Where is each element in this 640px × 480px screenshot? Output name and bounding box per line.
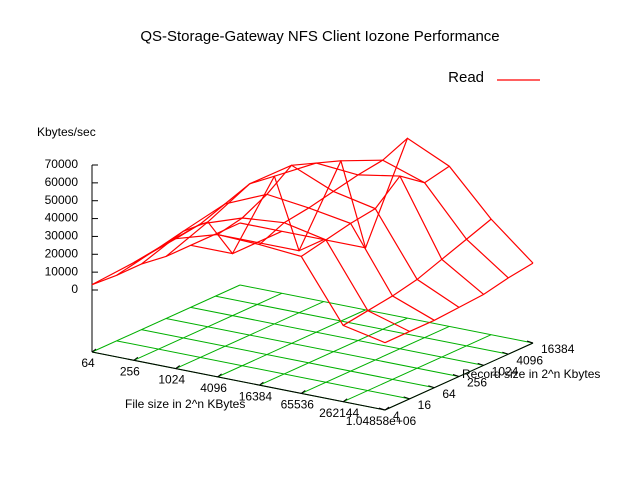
x-tick xyxy=(384,406,390,411)
surface-column xyxy=(91,222,241,286)
surface-column xyxy=(384,262,534,344)
z-tick-label: 10000 xyxy=(45,264,79,278)
legend-label: Read xyxy=(448,69,484,86)
x-tick-label: 65536 xyxy=(281,398,315,412)
y-tick-label: 16 xyxy=(418,398,432,412)
surface-column xyxy=(300,165,450,257)
y-tick-label: 64 xyxy=(442,387,456,401)
y-axis-label: Record size in 2^n Kbytes xyxy=(462,367,600,381)
surface-column xyxy=(342,218,492,326)
y-tick xyxy=(452,374,460,377)
surface-column xyxy=(133,221,283,264)
surface-column xyxy=(259,137,408,246)
z-tick-label: 70000 xyxy=(45,157,79,171)
z-tick-label: 40000 xyxy=(45,211,79,225)
grid-line xyxy=(141,329,435,389)
y-tick xyxy=(477,362,484,366)
y-tick-label: 4096 xyxy=(516,353,543,367)
y-tick xyxy=(428,385,435,389)
surface-row xyxy=(190,162,485,295)
x-tick xyxy=(133,356,139,361)
y-tick xyxy=(378,407,386,411)
surface-row xyxy=(215,159,509,279)
y-tick xyxy=(403,396,410,400)
x-tick-label: 1024 xyxy=(158,373,185,387)
x-tick-label: 1.04858e+06 xyxy=(346,414,417,428)
y-tick-label: 16384 xyxy=(541,342,575,356)
z-tick-label: 30000 xyxy=(45,229,79,243)
surface-row xyxy=(165,164,460,308)
z-tick-label: 60000 xyxy=(45,175,79,189)
z-tick-label: 20000 xyxy=(45,246,79,260)
chart-title: QS-Storage-Gateway NFS Client Iozone Per… xyxy=(140,28,499,45)
x-tick xyxy=(342,398,348,403)
surface-column xyxy=(175,175,324,252)
x-axis-label: File size in 2^n KBytes xyxy=(125,397,245,411)
surface-row xyxy=(116,217,410,333)
grid-line xyxy=(215,295,509,355)
x-tick-label: 256 xyxy=(120,364,140,378)
x-axis-line xyxy=(91,351,386,411)
grid-line xyxy=(165,318,460,377)
y-tick xyxy=(526,340,534,344)
y-tick-label: 4 xyxy=(393,409,400,423)
grid-line xyxy=(116,340,410,400)
y-tick xyxy=(502,351,509,355)
z-axis-label: Kbytes/sec xyxy=(37,125,96,139)
x-tick xyxy=(300,390,306,394)
z-tick-label: 0 xyxy=(71,282,78,296)
x-tick-label: 16384 xyxy=(239,389,273,403)
grid-line xyxy=(239,284,534,344)
surface-column xyxy=(217,160,367,249)
x-tick-label: 64 xyxy=(81,356,95,370)
z-tick-label: 50000 xyxy=(45,193,79,207)
x-tick xyxy=(217,373,222,378)
x-tick xyxy=(175,365,181,369)
x-tick-label: 4096 xyxy=(200,381,227,395)
x-tick xyxy=(91,348,97,353)
grid-line xyxy=(190,306,484,366)
y-tick-label: 256 xyxy=(467,376,487,390)
x-tick-label: 262144 xyxy=(319,406,359,420)
x-tick xyxy=(259,381,264,386)
surface-row xyxy=(140,193,435,321)
y-tick-label: 1024 xyxy=(492,365,519,379)
